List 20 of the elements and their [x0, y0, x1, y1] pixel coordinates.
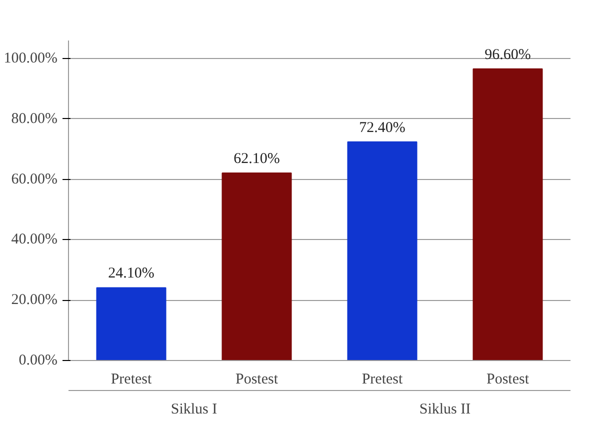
bar	[472, 68, 543, 360]
x-tick-label: Pretest	[110, 372, 152, 388]
text: Siklus I	[170, 402, 218, 418]
bar	[96, 287, 166, 360]
y-tick-label: 80.00%	[11, 110, 58, 127]
bar	[222, 172, 292, 360]
data-label: 72.40%	[359, 120, 406, 136]
bar	[347, 141, 418, 360]
x-tick-label: Postest	[486, 372, 530, 388]
data-label: 96.60%	[484, 46, 531, 63]
y-tick-label: 0.00%	[18, 352, 58, 368]
text: Siklus II	[419, 402, 471, 418]
x-tick-label: Pretest	[362, 372, 404, 388]
data-label: 24.10%	[108, 266, 154, 282]
x-tick-label: Postest	[235, 372, 279, 388]
y-tick-label: 60.00%	[11, 171, 58, 188]
y-tick-label: 40.00%	[11, 232, 58, 248]
y-tick-label: 20.00%	[11, 292, 58, 308]
y-tick-label: 100.00%	[4, 50, 58, 67]
data-label: 62.10%	[234, 151, 280, 168]
